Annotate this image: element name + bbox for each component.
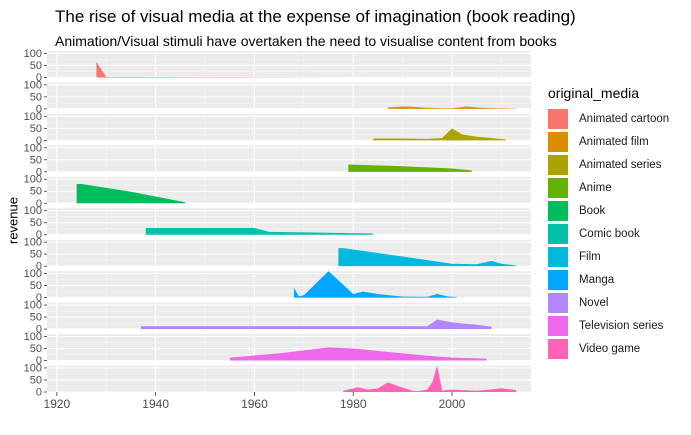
y-tick-label: 50 — [30, 343, 42, 355]
y-tick-label: 100 — [24, 48, 42, 60]
legend-swatch — [548, 154, 568, 175]
y-tick-label: 50 — [30, 186, 42, 198]
legend-item: Television series — [548, 314, 663, 337]
y-tick-label: 50 — [30, 123, 42, 135]
y-tick-label: 100 — [24, 111, 42, 123]
y-tick-label: 0 — [36, 198, 42, 210]
area-series-film — [338, 248, 517, 267]
y-tick-label: 100 — [24, 268, 42, 280]
area-series-manga — [293, 271, 457, 298]
y-tick-label: 100 — [24, 331, 42, 343]
legend-item: Animated series — [548, 153, 661, 176]
legend-item: Animated cartoon — [548, 107, 669, 130]
x-tick-label: 2000 — [439, 397, 466, 411]
panel-background — [47, 145, 531, 172]
y-tick-label: 0 — [36, 324, 42, 336]
panel-background — [47, 208, 531, 235]
panel-background — [47, 271, 531, 298]
panel-background — [47, 239, 531, 267]
y-tick-label: 0 — [36, 387, 42, 399]
legend-label: Manga — [579, 273, 615, 286]
y-tick-label: 100 — [24, 142, 42, 154]
y-tick-label: 0 — [36, 355, 42, 367]
y-tick-label: 0 — [36, 292, 42, 304]
panel-background — [47, 51, 531, 78]
y-tick-label: 50 — [30, 154, 42, 166]
legend-label: Animated cartoon — [579, 112, 670, 125]
y-tick-label: 50 — [30, 374, 42, 386]
chart-title: The rise of visual media at the expense … — [55, 7, 576, 26]
legend-item: Comic book — [548, 222, 640, 245]
legend-swatch — [548, 223, 568, 244]
legend-item: Film — [548, 245, 601, 268]
area-series-anime — [348, 164, 472, 172]
area-series-comic-book — [145, 227, 373, 235]
x-tick-label: 1980 — [340, 397, 367, 411]
area-series-novel — [140, 319, 492, 330]
y-tick-label: 0 — [36, 103, 42, 115]
y-tick-label: 100 — [24, 174, 42, 186]
y-tick-label: 50 — [30, 280, 42, 292]
y-tick-label: 0 — [36, 166, 42, 178]
legend-label: Comic book — [579, 227, 640, 240]
legend-item: Book — [548, 199, 605, 222]
y-tick-label: 0 — [36, 135, 42, 147]
legend-label: Television series — [579, 319, 664, 332]
area-series-video-game — [343, 365, 517, 392]
area-series-animated-film — [387, 106, 517, 109]
legend-swatch — [548, 269, 568, 290]
legend-item: Animated film — [548, 130, 649, 153]
legend-label: Book — [579, 204, 606, 217]
y-tick-label: 50 — [30, 217, 42, 229]
legend-swatch — [548, 177, 568, 198]
y-tick-label: 100 — [24, 362, 42, 374]
y-tick-label: 100 — [24, 205, 42, 217]
legend-swatch — [548, 131, 568, 152]
legend-label: Animated film — [579, 135, 649, 148]
y-tick-label: 0 — [36, 72, 42, 84]
legend-label: Video game — [579, 342, 641, 355]
panel-background — [47, 82, 531, 109]
area-series-television-series — [229, 347, 487, 361]
legend-swatch — [548, 338, 568, 359]
y-tick-label: 50 — [30, 91, 42, 103]
area-series-book — [76, 184, 186, 204]
y-tick-label: 100 — [24, 79, 42, 91]
y-tick-label: 0 — [36, 261, 42, 273]
x-tick-label: 1960 — [241, 397, 268, 411]
legend-label: Film — [579, 250, 601, 263]
legend-swatch — [548, 292, 568, 313]
legend-label: Animated series — [579, 158, 662, 171]
y-tick-label: 50 — [30, 312, 42, 324]
area-series-animated-series — [372, 128, 507, 141]
legend-label: Anime — [579, 181, 612, 194]
x-tick-label: 1920 — [44, 397, 71, 411]
y-tick-label: 100 — [24, 237, 42, 249]
legend-item: Anime — [548, 176, 612, 199]
y-tick-label: 100 — [24, 300, 42, 312]
y-tick-label: 0 — [36, 229, 42, 241]
legend-item: Video game — [548, 337, 640, 360]
legend-swatch — [548, 246, 568, 267]
legend-item: Manga — [548, 268, 614, 291]
x-tick-label: 1940 — [142, 397, 169, 411]
chart-subtitle: Animation/Visual stimuli have overtaken … — [55, 33, 557, 49]
plot-area: 0501000501000501000501000501000501000501… — [24, 48, 531, 411]
legend-label: Novel — [579, 296, 609, 309]
legend-item: Novel — [548, 291, 608, 314]
legend-title: original_media — [548, 85, 640, 101]
legend-swatch — [548, 108, 568, 129]
panel-background — [47, 365, 531, 392]
legend-swatch — [548, 200, 568, 221]
y-tick-label: 50 — [30, 60, 42, 72]
legend-swatch — [548, 315, 568, 336]
y-tick-label: 50 — [30, 249, 42, 261]
